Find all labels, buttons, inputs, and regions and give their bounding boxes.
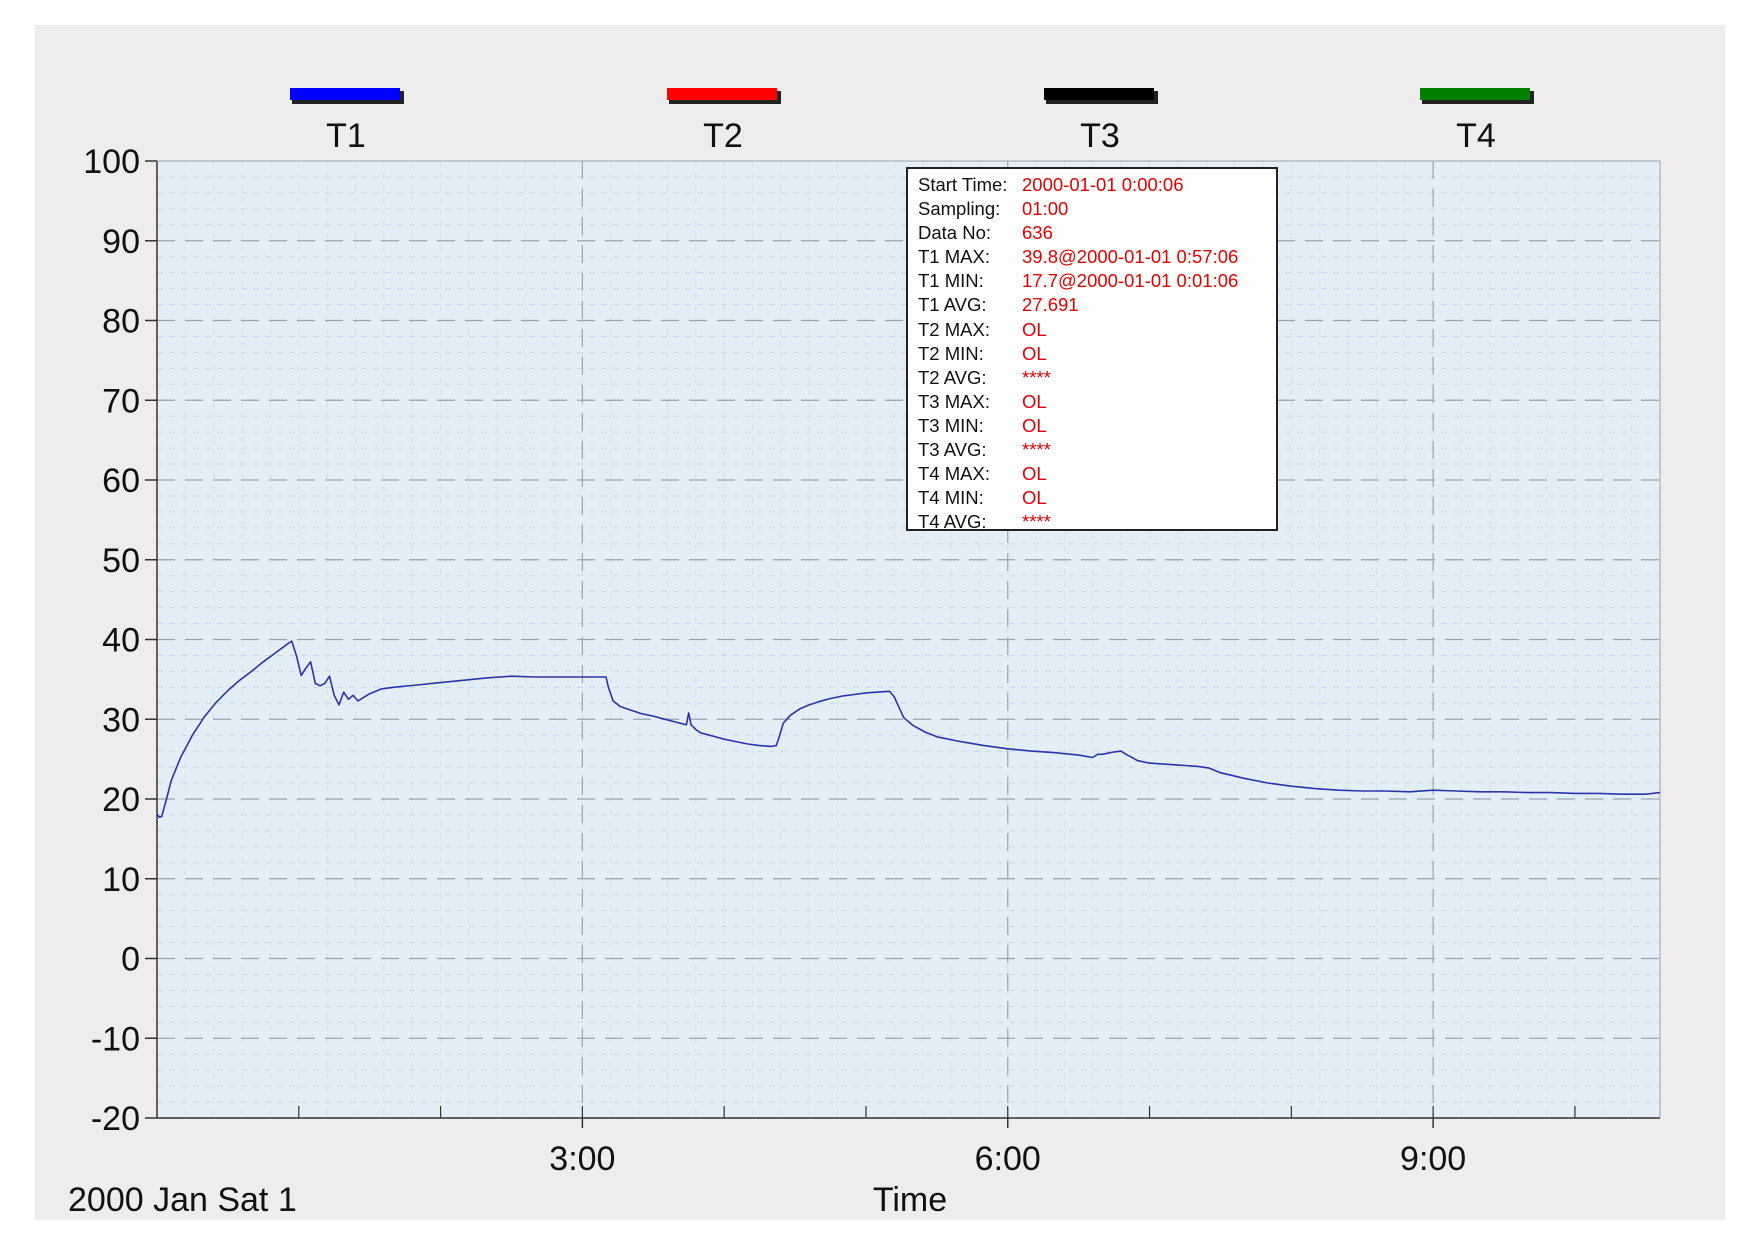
date-label: 2000 Jan Sat 1 [68, 1181, 297, 1219]
y-tick-label: 0 [121, 941, 140, 979]
stat-value: OL [1022, 463, 1047, 485]
stat-row: Start Time: 2000-01-01 0:00:06 [918, 173, 1276, 197]
legend: T1 T2 T3 T4 [290, 88, 1534, 155]
stat-row: T3 AVG: **** [918, 438, 1276, 462]
series-line-t1 [156, 640, 1661, 819]
x-axis-ticks: 3:00 6:00 9:00 [298, 1106, 1576, 1178]
stat-row: T2 MIN: OL [918, 342, 1276, 366]
stat-label: T1 MAX: [918, 246, 990, 268]
x-tick-label: 9:00 [1400, 1140, 1466, 1178]
y-tick-label: 60 [102, 462, 140, 500]
stat-label: T3 MIN: [918, 414, 984, 436]
stat-row: T1 MIN: 17.7@2000-01-01 0:01:06 [918, 269, 1276, 293]
stat-value: 01:00 [1022, 198, 1069, 220]
stat-value: 636 [1022, 222, 1053, 244]
stat-row: T1 AVG: 27.691 [918, 293, 1276, 317]
stat-value: **** [1022, 439, 1051, 461]
y-tick-label: -20 [91, 1100, 140, 1138]
stat-label: T2 MIN: [918, 342, 984, 364]
series-layer [156, 640, 1661, 819]
y-tick-label: 10 [102, 861, 140, 899]
stat-label: T4 AVG: [918, 511, 987, 533]
stat-row: T4 MIN: OL [918, 486, 1276, 510]
legend-label-t1: T1 [326, 117, 366, 155]
stat-label: T4 MAX: [918, 463, 990, 485]
stat-row: T1 MAX: 39.8@2000-01-01 0:57:06 [918, 245, 1276, 269]
stat-row: T2 MAX: OL [918, 318, 1276, 342]
stat-value: 17.7@2000-01-01 0:01:06 [1022, 270, 1239, 292]
stat-label: T3 AVG: [918, 439, 987, 461]
legend-swatch-t1 [290, 88, 400, 100]
legend-swatch-t2 [667, 88, 777, 100]
stat-value: OL [1022, 318, 1047, 340]
y-tick-label: 80 [102, 303, 140, 341]
stat-label: T2 MAX: [918, 318, 990, 340]
major-gridlines [157, 161, 1660, 1118]
legend-label-t2: T2 [703, 117, 743, 155]
legend-swatch-t3 [1044, 88, 1154, 100]
stat-value: 2000-01-01 0:00:06 [1022, 174, 1184, 195]
stat-label: T1 AVG: [918, 294, 987, 316]
stat-label: T2 AVG: [918, 366, 987, 388]
stat-value: 27.691 [1022, 294, 1079, 316]
stat-row: T2 AVG: **** [918, 366, 1276, 390]
stat-label: Sampling: [918, 198, 1001, 220]
legend-swatch-t4 [1420, 88, 1530, 100]
stat-value: OL [1022, 390, 1047, 412]
stat-value: OL [1022, 414, 1047, 436]
statistics-panel: Start Time: 2000-01-01 0:00:06 Sampling: 01… [906, 167, 1278, 534]
stat-row: T3 MIN: OL [918, 414, 1276, 438]
stat-value: **** [1022, 366, 1051, 388]
stat-row: T3 MAX: OL [918, 390, 1276, 414]
x-tick-label: 6:00 [975, 1140, 1041, 1178]
stat-row: T4 AVG: **** [918, 510, 1276, 534]
y-tick-label: 90 [102, 223, 140, 261]
y-tick-label: 30 [102, 701, 140, 739]
stat-label: Data No: [918, 222, 992, 244]
stat-label: Start Time: [918, 174, 1008, 195]
stat-value: 39.8@2000-01-01 0:57:06 [1022, 246, 1239, 268]
y-tick-label: 40 [102, 622, 140, 660]
y-tick-label: 20 [102, 781, 140, 819]
x-axis-label: Time [873, 1181, 947, 1219]
y-tick-label: -10 [91, 1020, 140, 1058]
legend-label-t3: T3 [1080, 117, 1120, 155]
stat-row: Data No: 636 [918, 221, 1276, 245]
y-tick-label: 70 [102, 382, 140, 420]
stat-label: T4 MIN: [918, 487, 984, 509]
legend-label-t4: T4 [1456, 117, 1496, 155]
stat-value: OL [1022, 342, 1047, 364]
stat-value: OL [1022, 487, 1047, 509]
stat-label: T3 MAX: [918, 390, 990, 412]
y-tick-label: 50 [102, 542, 140, 580]
stat-row: T4 MAX: OL [918, 462, 1276, 486]
stat-label: T1 MIN: [918, 270, 984, 292]
y-tick-label: 100 [83, 143, 140, 181]
x-tick-label: 3:00 [549, 1140, 615, 1178]
stat-row: Sampling: 01:00 [918, 197, 1276, 221]
stat-value: **** [1022, 511, 1051, 533]
